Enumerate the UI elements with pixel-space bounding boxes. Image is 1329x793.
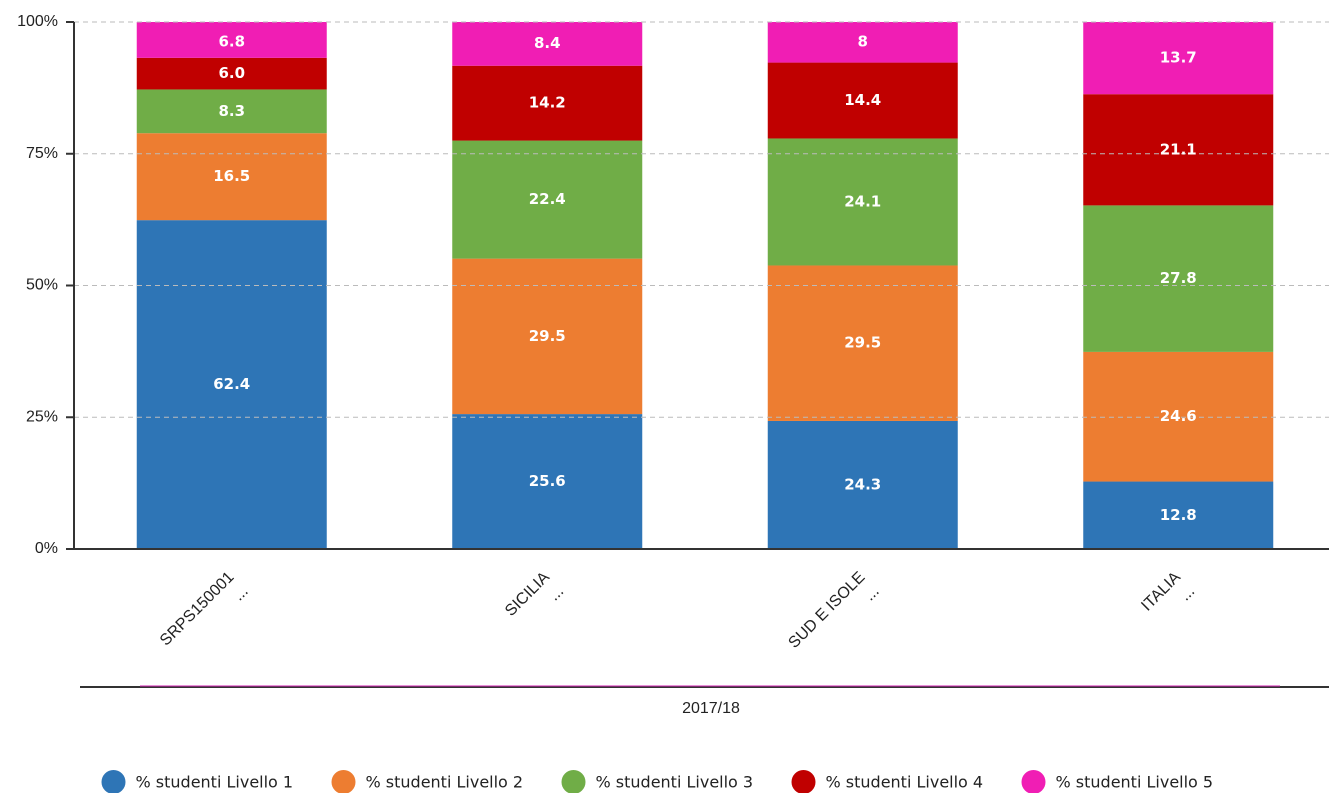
bar-segment — [452, 65, 643, 141]
data-label: 16.5 — [213, 167, 250, 185]
bar-segment — [136, 220, 327, 549]
data-label: 6.8 — [218, 33, 245, 51]
bar-segment — [452, 140, 643, 259]
bar-segment — [767, 420, 958, 549]
x-tick-label-group: SRPS150001... — [157, 569, 252, 650]
bar-segment — [767, 62, 958, 139]
bar-segment — [1083, 205, 1274, 352]
bar-segment — [452, 22, 643, 66]
x-tick-sublabel: ... — [861, 583, 882, 604]
x-tick-label-group: SICILIA... — [502, 569, 567, 620]
x-tick-label-group: SUD E ISOLE... — [785, 569, 882, 652]
data-label: 29.5 — [529, 327, 566, 345]
data-label: 25.6 — [529, 472, 566, 490]
data-label: 22.4 — [529, 190, 566, 208]
bar-segment — [1083, 351, 1274, 482]
data-label: 14.2 — [529, 94, 566, 112]
y-tick-label: 50% — [26, 277, 58, 294]
legend-label: % studenti Livello 4 — [826, 773, 984, 792]
data-label: 29.5 — [844, 334, 881, 352]
bar-segment — [767, 138, 958, 266]
bar-segment — [767, 22, 958, 63]
data-label: 8.3 — [218, 102, 245, 120]
x-tick-label: SICILIA — [502, 569, 553, 620]
legend-label: % studenti Livello 3 — [596, 773, 754, 792]
data-label: 24.3 — [844, 475, 881, 493]
legend-label: % studenti Livello 5 — [1056, 773, 1214, 792]
x-tick-sublabel: ... — [1177, 583, 1198, 604]
bar-segment — [1083, 481, 1274, 549]
data-label: 13.7 — [1160, 49, 1197, 67]
y-tick-label: 100% — [17, 13, 58, 30]
bar-segment — [1083, 94, 1274, 206]
bar-segment — [1083, 22, 1274, 95]
bar-segment — [452, 258, 643, 415]
bar-segment — [136, 57, 327, 90]
bar-segment — [136, 89, 327, 134]
y-tick-label: 0% — [35, 540, 58, 557]
bar-segment — [136, 133, 327, 221]
y-tick-label: 75% — [26, 145, 58, 162]
legend-marker — [561, 770, 586, 793]
legend-label: % studenti Livello 2 — [366, 773, 524, 792]
data-label: 27.8 — [1160, 269, 1197, 287]
x-axis-label: 2017/18 — [682, 700, 740, 717]
plot-area — [136, 22, 1274, 549]
legend-label: % studenti Livello 1 — [136, 773, 294, 792]
data-label: 14.4 — [844, 91, 881, 109]
data-label: 8.4 — [534, 34, 561, 52]
data-label: 24.6 — [1160, 407, 1197, 425]
data-label: 12.8 — [1160, 506, 1197, 524]
data-label: 62.4 — [213, 375, 250, 393]
y-tick-label: 25% — [26, 408, 58, 425]
legend-marker — [791, 770, 816, 793]
data-label: 8 — [858, 33, 868, 51]
x-tick-label: SRPS150001 — [157, 569, 238, 650]
data-label: 24.1 — [844, 192, 881, 210]
bar-segment — [767, 265, 958, 421]
data-label: 6.0 — [218, 64, 245, 82]
x-tick-label-group: ITALIA... — [1138, 569, 1198, 615]
legend-marker — [1021, 770, 1046, 793]
data-label: 21.1 — [1160, 140, 1197, 158]
bar-segment — [452, 414, 643, 549]
bar-segment — [136, 22, 327, 58]
x-tick-label: SUD E ISOLE — [785, 569, 868, 652]
x-tick-sublabel: ... — [546, 583, 567, 604]
x-tick-sublabel: ... — [230, 583, 251, 604]
legend-marker — [101, 770, 126, 793]
legend-marker — [331, 770, 356, 793]
